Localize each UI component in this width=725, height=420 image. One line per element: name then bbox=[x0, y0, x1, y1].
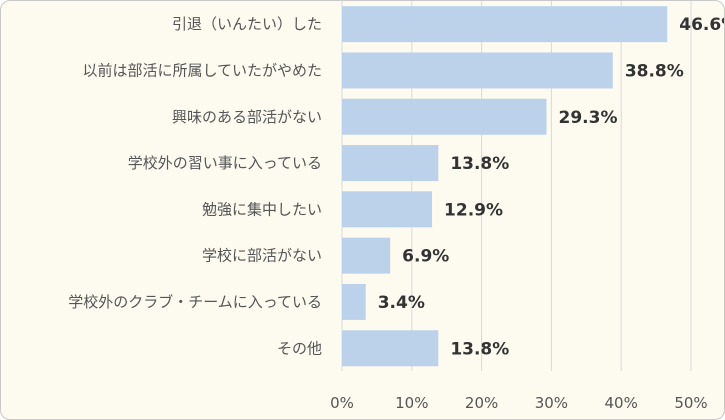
bar bbox=[342, 145, 439, 182]
value-label: 6.9% bbox=[402, 247, 449, 267]
category-label: 引退（いんたい）した bbox=[172, 15, 322, 33]
category-label: 以前は部活に所属していたがやめた bbox=[82, 61, 322, 79]
category-label: 学校外の習い事に入っている bbox=[128, 154, 322, 172]
bar bbox=[342, 52, 613, 89]
x-tick-label: 30% bbox=[535, 394, 568, 412]
bar bbox=[342, 237, 391, 274]
x-tick-label: 10% bbox=[395, 394, 428, 412]
value-label: 12.9% bbox=[444, 200, 503, 220]
bar bbox=[342, 6, 668, 43]
x-tick-label: 50% bbox=[674, 394, 707, 412]
bar bbox=[342, 191, 433, 228]
x-tick-label: 40% bbox=[605, 394, 638, 412]
value-label: 29.3% bbox=[559, 108, 618, 128]
x-tick-label: 20% bbox=[465, 394, 498, 412]
bar bbox=[342, 330, 439, 367]
value-label: 38.8% bbox=[625, 61, 684, 81]
bar bbox=[342, 98, 547, 135]
category-label: 勉強に集中したい bbox=[202, 200, 322, 218]
value-label: 13.8% bbox=[450, 154, 509, 174]
value-label: 3.4% bbox=[378, 293, 425, 313]
x-tick-label: 0% bbox=[330, 394, 354, 412]
category-label: 学校に部活がない bbox=[202, 247, 322, 265]
bar bbox=[342, 283, 366, 320]
value-label: 13.8% bbox=[450, 339, 509, 359]
value-label: 46.6% bbox=[679, 15, 724, 35]
category-label: 興味のある部活がない bbox=[172, 108, 322, 126]
category-label: その他 bbox=[277, 339, 322, 357]
category-label: 学校外のクラブ・チームに入っている bbox=[68, 293, 322, 311]
